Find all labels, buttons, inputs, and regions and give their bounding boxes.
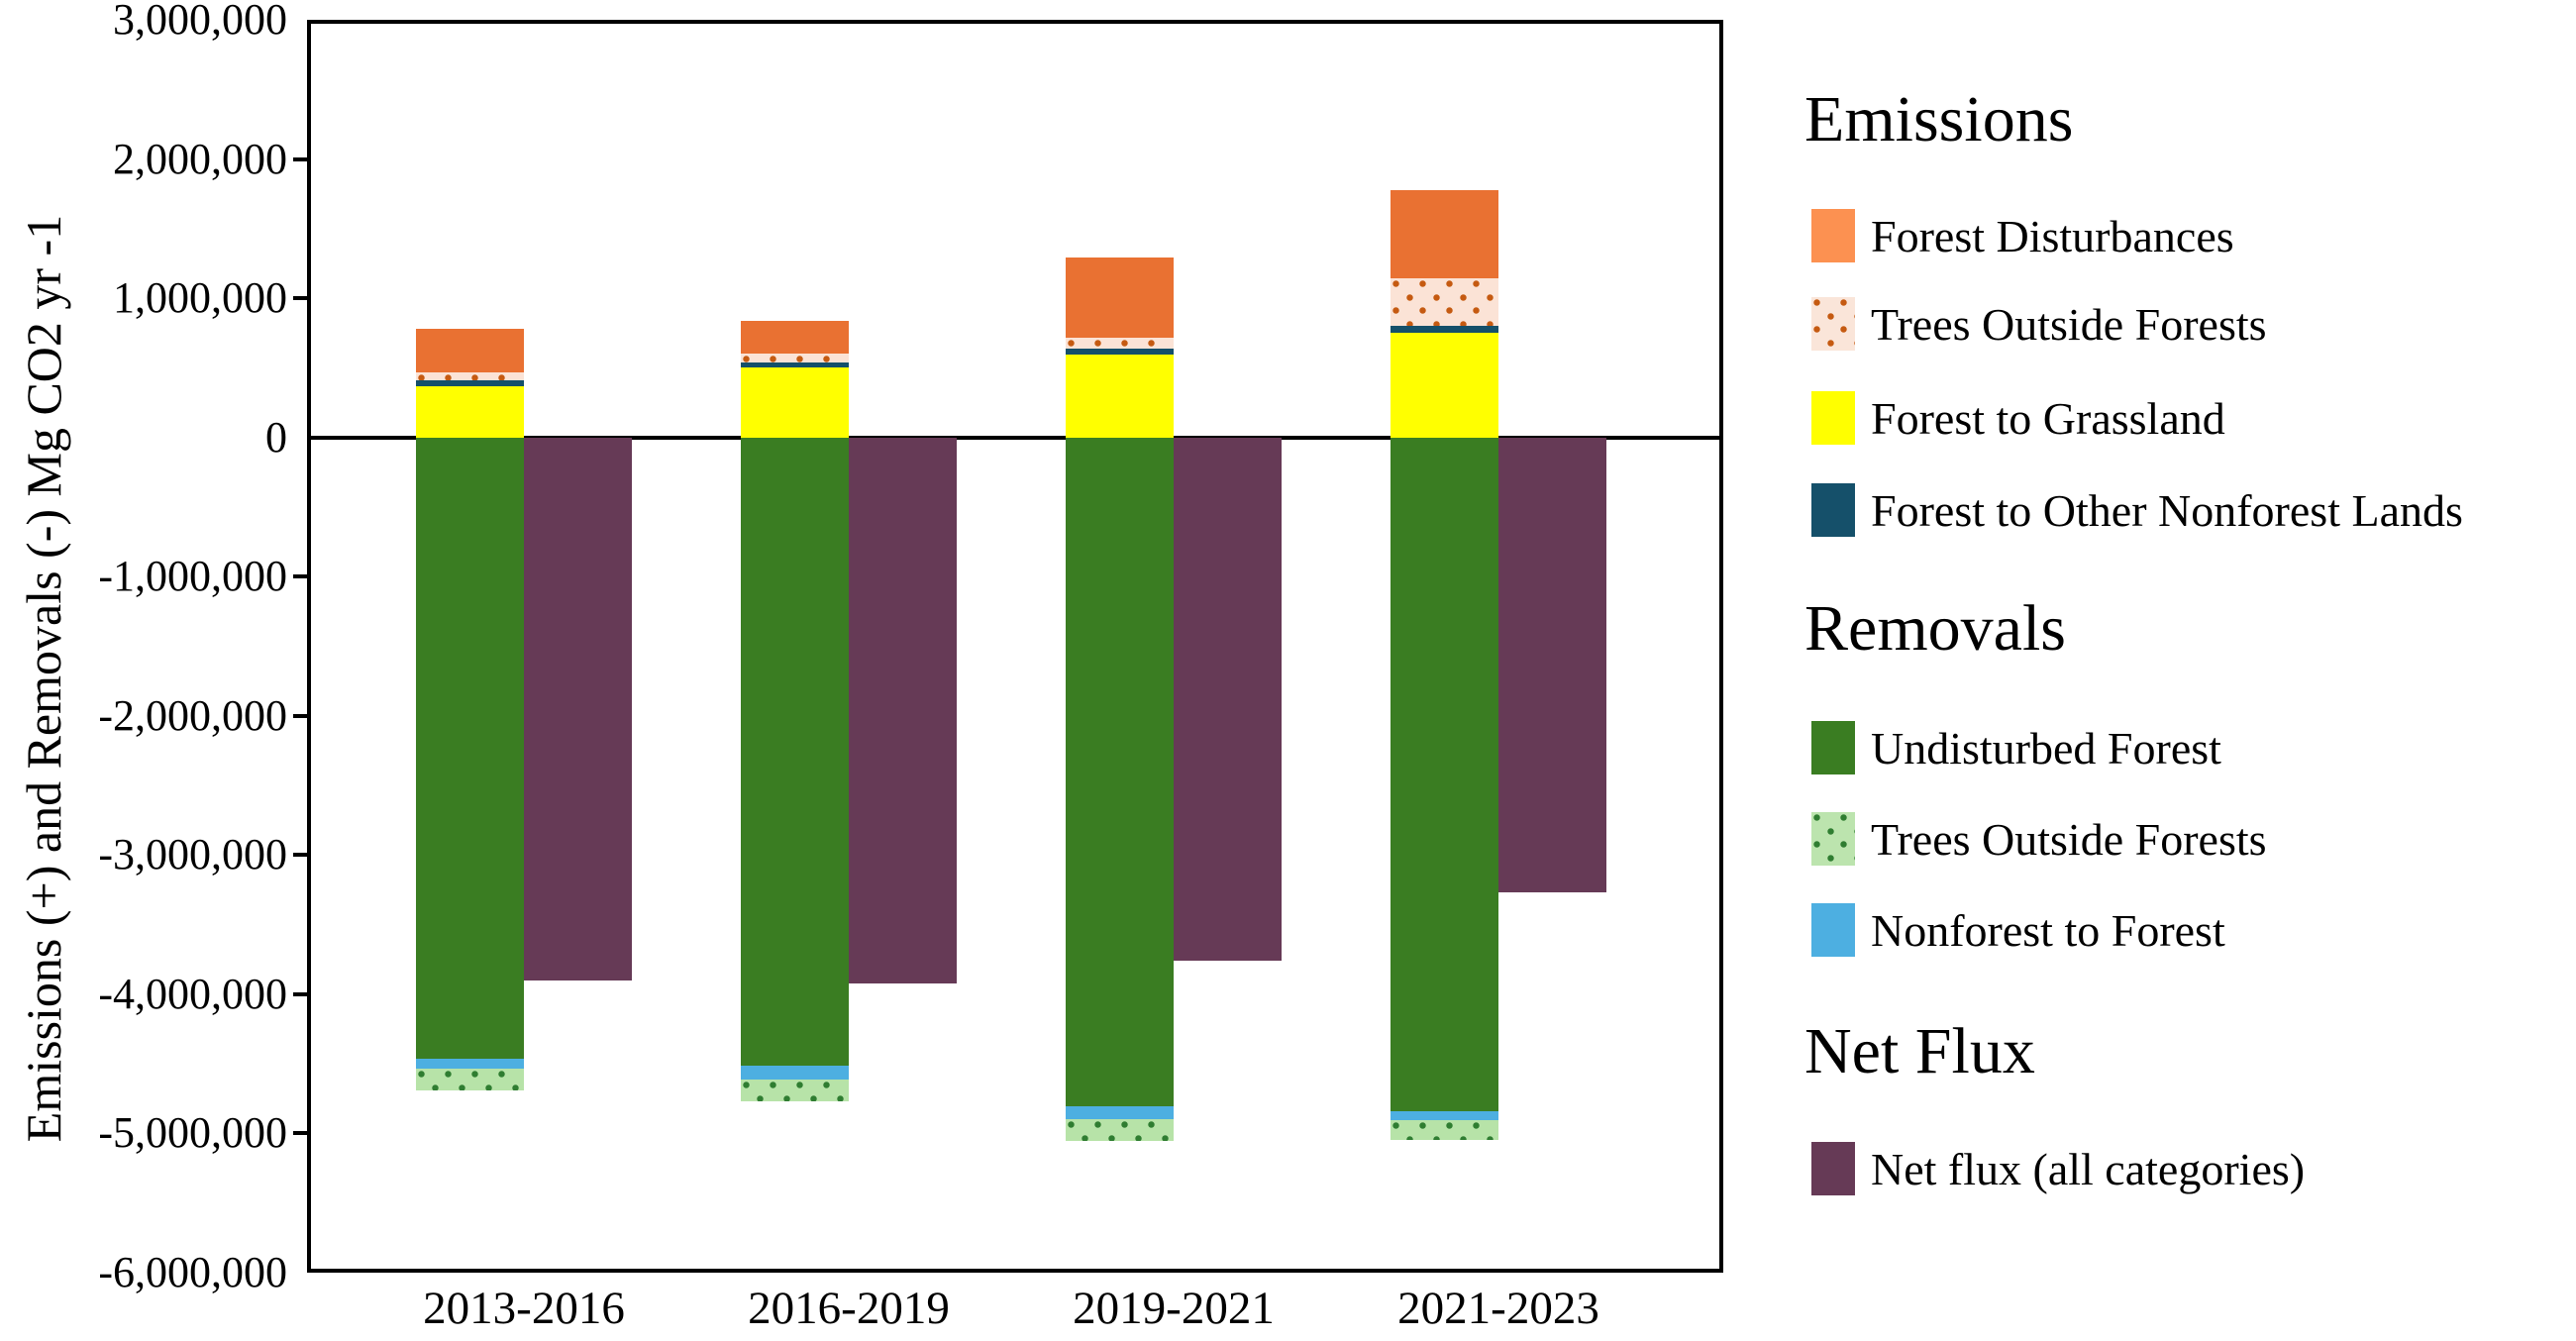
bar-segment-forest-disturbances-2016-2019 [741, 321, 849, 354]
legend-item-label: Undisturbed Forest [1871, 722, 2221, 774]
bar-segment-forest-to-grassland-2016-2019 [741, 366, 849, 438]
bar-segment-trees-outside-forests-removals--2016-2019 [741, 1079, 849, 1102]
y-tick-mark [293, 574, 307, 579]
bar-segment-trees-outside-forests-emissions--2016-2019 [741, 353, 849, 363]
bar-net-flux-2019-2021 [1174, 437, 1282, 962]
legend-item-label: Forest Disturbances [1871, 210, 2234, 261]
y-tick-mark [293, 853, 307, 858]
bar-segment-trees-outside-forests-removals--2019-2021 [1066, 1118, 1174, 1142]
bar-segment-trees-outside-forests-emissions--2021-2023 [1391, 277, 1498, 327]
y-tick-label: -4,000,000 [98, 969, 287, 1018]
legend-item-trees-outside-forests-emissions: Trees Outside Forests [1811, 297, 2267, 351]
legend-item-nonforest-to-forest: Nonforest to Forest [1811, 903, 2225, 957]
y-tick-label: -6,000,000 [98, 1248, 287, 1296]
y-tick-label: 3,000,000 [113, 0, 287, 44]
undisturbed-forest-swatch [1811, 721, 1855, 774]
trees-outside-forests-removals-swatch [1811, 812, 1855, 866]
bar-segment-undisturbed-forest-2021-2023 [1391, 437, 1498, 1111]
y-tick-label: -1,000,000 [98, 552, 287, 601]
legend-item-forest-disturbances: Forest Disturbances [1811, 209, 2234, 262]
x-category-label: 2013-2016 [423, 1283, 625, 1334]
bar-net-flux-2013-2016 [524, 437, 632, 980]
bar-segment-nonforest-to-forest-2019-2021 [1066, 1106, 1174, 1119]
bar-segment-trees-outside-forests-removals--2013-2016 [416, 1069, 524, 1090]
y-tick-mark [293, 156, 307, 161]
y-tick-label: -5,000,000 [98, 1108, 287, 1158]
y-tick-mark [293, 713, 307, 718]
bar-segment-trees-outside-forests-emissions--2019-2021 [1066, 338, 1174, 350]
bar-segment-forest-to-grassland-2021-2023 [1391, 332, 1498, 438]
y-tick-label: 2,000,000 [113, 134, 287, 183]
y-tick-mark [293, 991, 307, 996]
bar-segment-forest-disturbances-2021-2023 [1391, 190, 1498, 278]
bar-net-flux-2021-2023 [1498, 437, 1606, 893]
trees-outside-forests-emissions-swatch [1811, 297, 1855, 351]
legend-item-forest-to-grassland: Forest to Grassland [1811, 391, 2225, 445]
legend-item-label: Net flux (all categories) [1871, 1143, 2306, 1194]
legend-section-title-removals: Removals [1804, 592, 2066, 665]
legend-section-title-net-flux: Net Flux [1804, 1015, 2035, 1087]
forest-to-grassland-swatch [1811, 391, 1855, 445]
x-category-label: 2019-2021 [1073, 1283, 1275, 1334]
bar-net-flux-2016-2019 [849, 437, 957, 983]
y-tick-label: -2,000,000 [98, 690, 287, 740]
bar-segment-nonforest-to-forest-2021-2023 [1391, 1110, 1498, 1121]
bar-segment-forest-to-other-nonforest-lands-2016-2019 [741, 362, 849, 367]
bar-segment-forest-disturbances-2013-2016 [416, 329, 524, 372]
bar-segment-forest-to-grassland-2019-2021 [1066, 355, 1174, 438]
bar-segment-forest-disturbances-2019-2021 [1066, 258, 1174, 339]
bar-segment-forest-to-grassland-2013-2016 [416, 385, 524, 438]
legend-item-label: Trees Outside Forests [1871, 813, 2267, 865]
legend-item-trees-outside-forests-removals: Trees Outside Forests [1811, 812, 2267, 866]
bar-segment-undisturbed-forest-2016-2019 [741, 437, 849, 1066]
bar-segment-forest-to-other-nonforest-lands-2019-2021 [1066, 349, 1174, 356]
bar-segment-nonforest-to-forest-2013-2016 [416, 1058, 524, 1070]
forest-disturbances-swatch [1811, 209, 1855, 262]
bar-segment-forest-to-other-nonforest-lands-2021-2023 [1391, 326, 1498, 333]
legend-item-net-flux: Net flux (all categories) [1811, 1142, 2305, 1195]
legend-item-undisturbed-forest: Undisturbed Forest [1811, 721, 2221, 774]
bar-segment-forest-to-other-nonforest-lands-2013-2016 [416, 380, 524, 386]
y-tick-mark [293, 1131, 307, 1136]
legend-item-label: Nonforest to Forest [1871, 904, 2225, 956]
legend-item-label: Trees Outside Forests [1871, 298, 2267, 350]
x-category-label: 2021-2023 [1397, 1283, 1599, 1334]
legend-item-label: Forest to Other Nonforest Lands [1871, 484, 2463, 536]
bar-segment-undisturbed-forest-2019-2021 [1066, 437, 1174, 1107]
legend-section-title-emissions: Emissions [1804, 83, 2074, 155]
bar-segment-nonforest-to-forest-2016-2019 [741, 1065, 849, 1080]
bar-segment-trees-outside-forests-emissions--2013-2016 [416, 371, 524, 381]
forest-to-other-nonforest-lands-swatch [1811, 483, 1855, 537]
x-category-label: 2016-2019 [748, 1283, 950, 1334]
legend-item-label: Forest to Grassland [1871, 392, 2225, 444]
y-tick-mark [293, 296, 307, 301]
y-tick-label: 0 [265, 412, 287, 462]
y-tick-label: 1,000,000 [113, 273, 287, 323]
nonforest-to-forest-swatch [1811, 903, 1855, 957]
legend: Emissions Forest Disturbances Trees Outs… [1803, 0, 2576, 1341]
y-tick-label: -3,000,000 [98, 830, 287, 879]
bar-segment-trees-outside-forests-removals--2021-2023 [1391, 1120, 1498, 1141]
zero-line [307, 435, 1723, 440]
bar-segment-undisturbed-forest-2013-2016 [416, 437, 524, 1059]
legend-item-forest-to-other-nonforest-lands: Forest to Other Nonforest Lands [1811, 483, 2463, 537]
net-flux-swatch [1811, 1142, 1855, 1195]
